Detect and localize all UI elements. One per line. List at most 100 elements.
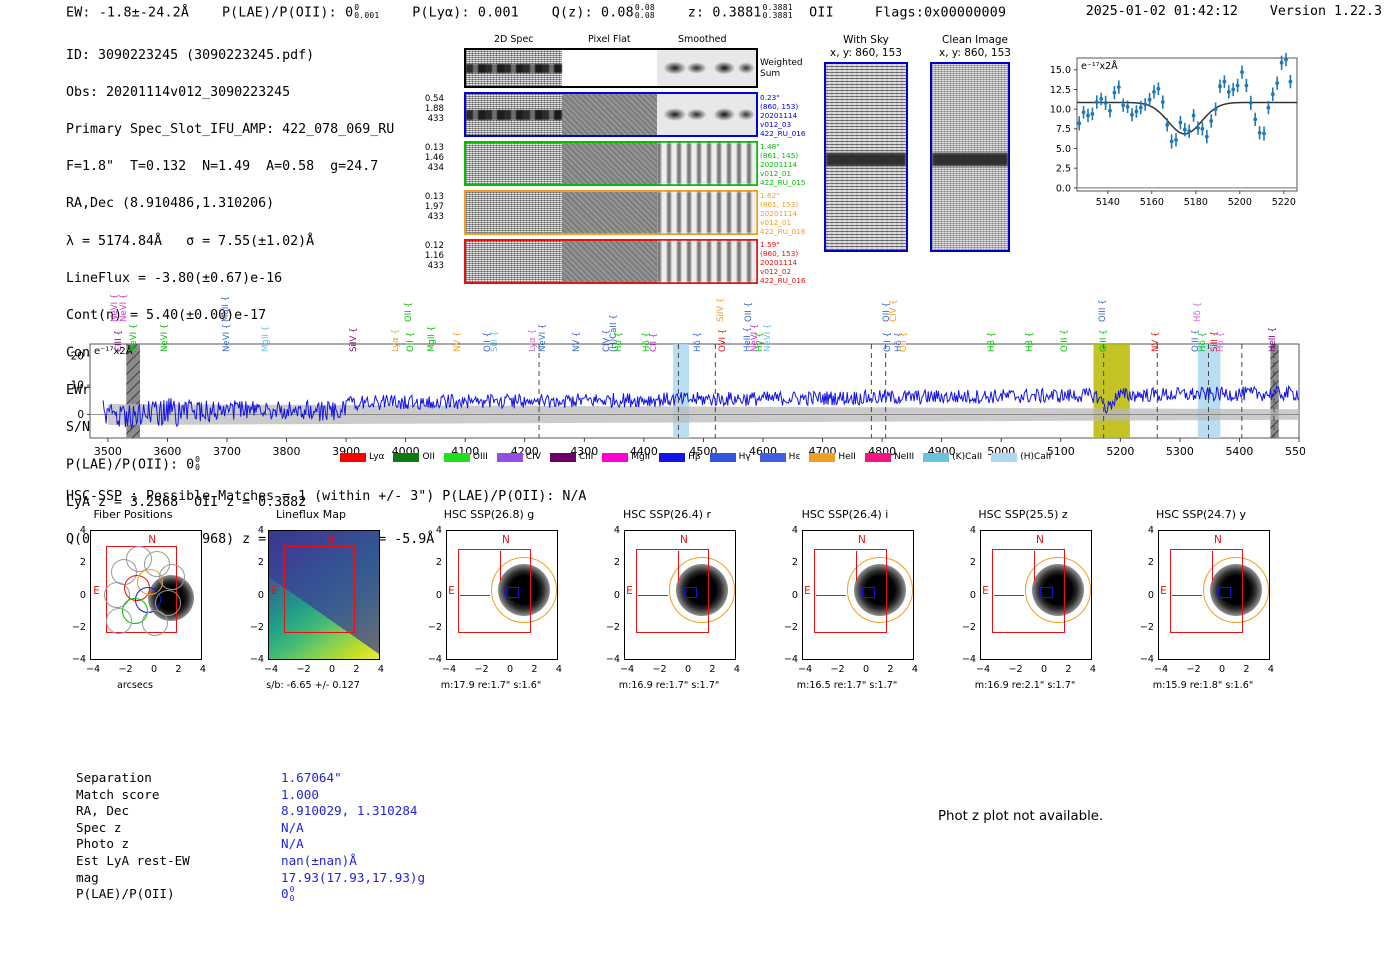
info-id: ID: 3090223245 (3090223245.pdf)	[66, 47, 315, 63]
info-obs: Obs: 20201114v012_3090223245	[66, 84, 291, 100]
tick-label: 0	[1040, 664, 1048, 675]
emission-line-label: Hδ {	[614, 332, 625, 352]
legend-label: NeIII	[893, 452, 915, 462]
fiber-circle	[141, 610, 168, 637]
compass-east: E	[1160, 584, 1167, 597]
tick-label: 0	[150, 664, 158, 675]
tick-label: −4	[427, 654, 442, 665]
svg-text:5180: 5180	[1184, 197, 1208, 208]
weighted-2d-spec-image	[466, 50, 562, 86]
tick-label: −4	[264, 664, 279, 675]
emission-line-label: NeVI {	[762, 323, 773, 352]
line-fit-svg: 0.0 2.5 5.0 7.5 10.0 12.5 15.0 5140 5160 5180 5200…	[1050, 52, 1298, 208]
tick-label: 2	[1147, 557, 1154, 569]
legend-label: Hε	[788, 452, 801, 462]
header-plae-sub: 0.001	[354, 11, 380, 21]
legend-item: Lyα	[340, 452, 384, 462]
match-table-value: 1.67064"	[281, 770, 342, 785]
match-table-value: nan(±nan)Å	[281, 852, 357, 868]
compass-tick-e	[994, 595, 1025, 597]
tick-label: 2	[435, 557, 442, 569]
tick-label: −4	[620, 664, 635, 675]
header-flags: Flags:0x00000009	[874, 5, 1007, 21]
hsc-panel-caption: arcsecs	[116, 680, 154, 691]
svg-text:20: 20	[71, 350, 84, 362]
hsc-panel-x-ticks: −4 −2 0 2 4	[264, 664, 384, 675]
legend-item: (H)CaII	[991, 452, 1051, 462]
full-spectrum-plot: 0 10 20 3500 3600 3700 3800 3900 4000 4100 4200 430…	[60, 272, 1313, 472]
emission-line-label: Hδ {	[692, 332, 703, 352]
header-version: Version 1.22.3	[1269, 4, 1382, 19]
match-table-value: 1.000	[281, 786, 319, 802]
emission-line-label: NV {	[572, 331, 583, 352]
legend-swatch	[809, 452, 836, 462]
detection-marker	[1218, 587, 1232, 599]
title-2d-spec: 2D Spec	[494, 34, 534, 45]
compass-east: E	[804, 584, 811, 597]
compass-east: E	[271, 584, 278, 597]
legend-item: OIII	[443, 452, 488, 462]
tick-label: 4	[377, 664, 384, 675]
compass-north: N	[502, 533, 510, 546]
emission-line-label: OII {	[404, 301, 415, 322]
match-table-row: Match score 1.000	[76, 787, 425, 804]
detection-marker	[1040, 587, 1054, 599]
svg-text:5160: 5160	[1140, 197, 1164, 208]
tick-label: 4	[613, 525, 620, 536]
hsc-panel-title: Lineflux Map	[275, 508, 347, 521]
emission-line-label: NeVI {	[221, 323, 232, 352]
clean-image	[930, 62, 1010, 252]
tick-label: −4	[1154, 664, 1169, 675]
compass-east: E	[448, 584, 455, 597]
row-pixel-flat-image	[561, 192, 658, 233]
tick-label: 4	[911, 664, 918, 675]
match-table-value: 0	[281, 886, 289, 902]
header-ew: EW: -1.8±-24.2Å	[66, 5, 190, 21]
spec-row-3: 0.13 1.97 433 1.62" (861, 153) 20201114 v012_0…	[425, 190, 806, 236]
compass-tick-e	[816, 595, 847, 597]
tick-label: −2	[474, 664, 489, 675]
legend-label: (H)CaII	[1020, 452, 1052, 462]
tick-label: 2	[709, 664, 716, 675]
spec-row-info: 1.62" (861, 153) 20201114 v012_01 422_RU_016	[760, 191, 806, 237]
tick-label: 0	[79, 589, 86, 601]
tick-label: −4	[605, 654, 620, 665]
tick-label: −4	[249, 654, 264, 665]
emission-line-label: OII {	[405, 331, 416, 352]
hsc-panel-y-ticks: 4 2 0 −2 −4	[68, 525, 86, 665]
tick-label: −2	[652, 664, 667, 675]
emission-line-label: SiII {	[490, 330, 501, 352]
hsc-panel-title: HSC SSP(26.4) i	[801, 508, 889, 521]
hsc-panel-y-ticks: 4 2 0 −2 −4	[780, 525, 798, 665]
emission-line-label: Hδ {	[1197, 332, 1208, 352]
svg-text:12.5: 12.5	[1050, 85, 1071, 96]
tick-label: −4	[798, 664, 813, 675]
legend-swatch	[659, 452, 686, 462]
row-smoothed-image	[657, 241, 756, 282]
clean-image-title: Clean Image	[941, 34, 1009, 46]
row-smoothed-image	[657, 94, 756, 135]
legend-swatch	[709, 452, 736, 462]
hsc-panel-x-ticks: −4 −2 0 2 4	[1154, 664, 1274, 675]
legend-swatch	[340, 452, 366, 462]
row-2d-spec-image	[466, 143, 562, 184]
2d-spectrum-panels: 2D Spec Pixel Flat Smoothed Weighted Sum…	[425, 34, 806, 288]
tick-label: −4	[783, 654, 798, 665]
tick-label: 0	[328, 664, 336, 675]
aperture-box	[284, 546, 355, 634]
legend-label: Hγ	[738, 452, 751, 462]
header-z-sub: 0.3881	[762, 11, 793, 21]
row-pixel-flat-image	[561, 94, 658, 135]
emission-line-label: OIII {	[1059, 329, 1070, 352]
hsc-panel-y-ticks: 4 2 0 −2 −4	[1136, 525, 1154, 665]
tick-label: −2	[249, 621, 264, 633]
detection-marker	[506, 587, 520, 599]
title-pixel-flat: Pixel Flat	[588, 34, 631, 45]
plae-sub: 0	[289, 893, 295, 903]
svg-text:5300: 5300	[1166, 445, 1194, 458]
tick-label: 4	[791, 525, 798, 536]
compass-north: N	[1036, 533, 1044, 546]
